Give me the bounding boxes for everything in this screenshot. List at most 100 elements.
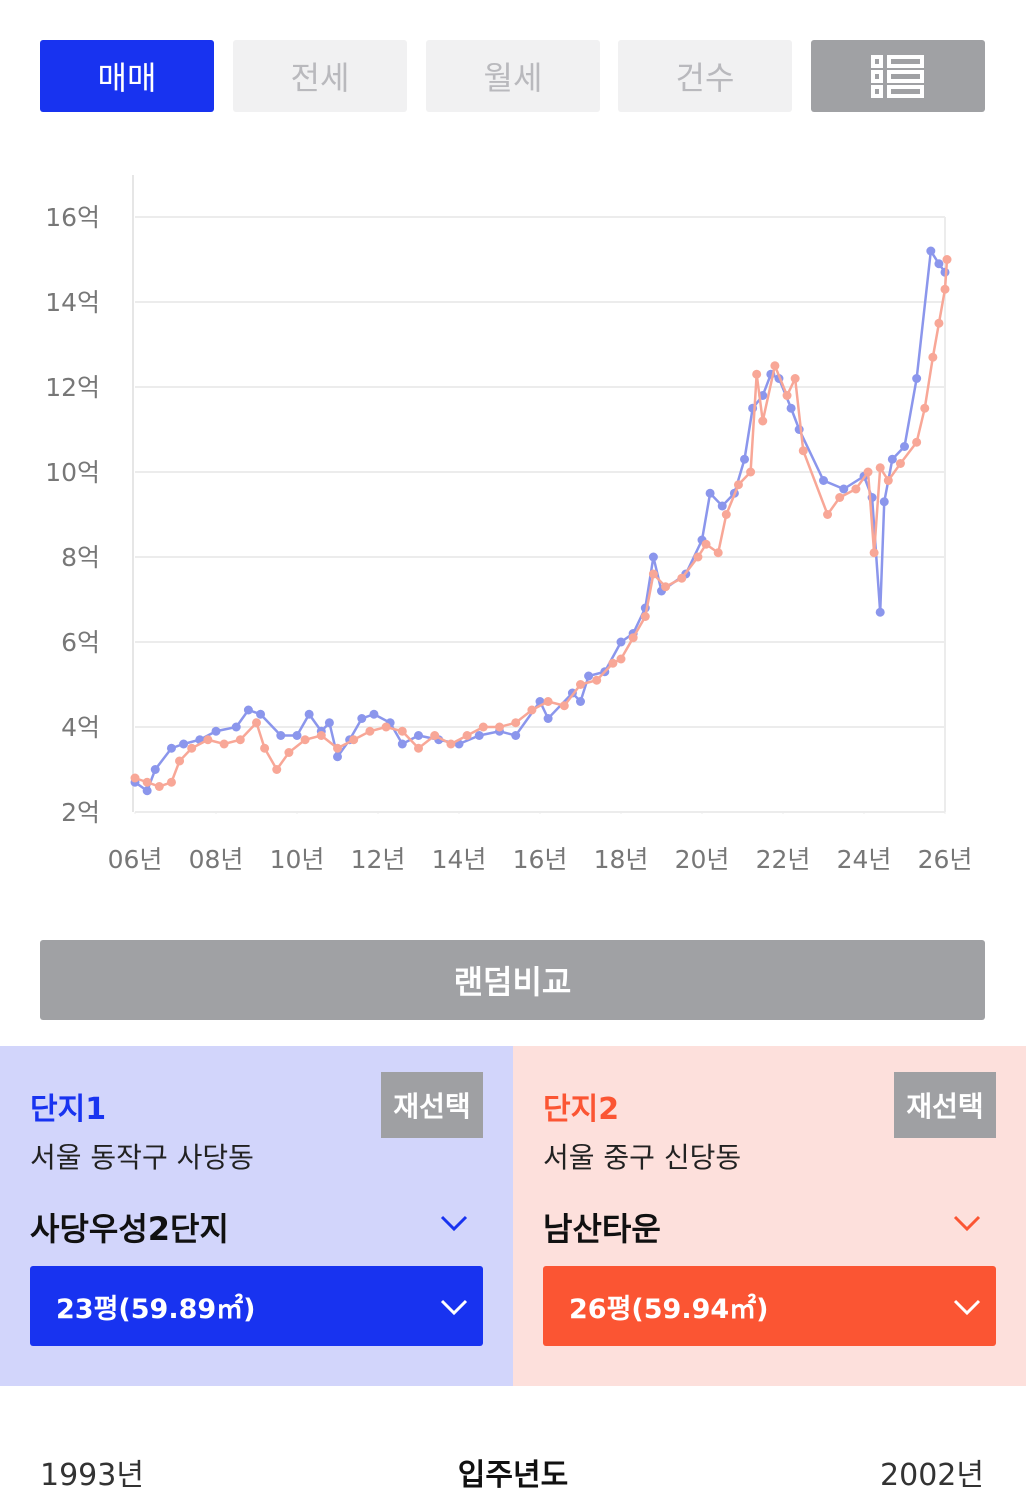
y-tick-label: 12억 (45, 373, 100, 402)
list-button[interactable] (811, 40, 985, 112)
data-point (495, 722, 504, 732)
data-point (648, 552, 658, 562)
data-point (179, 739, 189, 749)
data-point (381, 722, 391, 732)
size-select[interactable]: 26평(59.94㎡) (543, 1266, 996, 1346)
data-point (576, 697, 585, 706)
data-point (934, 259, 944, 269)
data-point (154, 782, 164, 791)
data-point (701, 539, 711, 549)
tab[interactable]: 월세 (426, 40, 600, 112)
x-tick-label: 10년 (270, 845, 325, 874)
tab[interactable]: 전세 (233, 40, 407, 112)
data-point (462, 731, 472, 740)
data-point (430, 731, 440, 740)
data-point (752, 369, 762, 379)
data-point (934, 318, 944, 328)
data-point (869, 548, 879, 558)
data-point (733, 480, 743, 490)
x-tick-label: 08년 (189, 845, 244, 874)
x-tick-label: 06년 (108, 845, 163, 874)
data-point (790, 374, 800, 383)
chevron (953, 1299, 981, 1316)
data-point (879, 497, 889, 507)
data-point (770, 361, 780, 371)
x-tick-label: 18년 (594, 845, 649, 874)
data-point (543, 697, 553, 706)
data-point (203, 735, 213, 745)
data-point (940, 284, 950, 294)
data-point (746, 467, 756, 477)
data-point (900, 442, 909, 451)
data-point (511, 731, 521, 740)
data-point (211, 726, 221, 736)
random-compare-button[interactable]: 랜덤비교 (40, 940, 985, 1020)
data-point (231, 722, 241, 732)
data-point (798, 446, 808, 456)
tab[interactable]: 매매 (40, 40, 214, 112)
data-point (235, 735, 245, 745)
data-point (928, 352, 938, 362)
data-point (365, 726, 375, 736)
data-point (648, 569, 658, 579)
data-point (175, 756, 185, 766)
data-point (887, 454, 897, 464)
data-point (863, 467, 873, 477)
data-point (920, 403, 930, 413)
data-point (292, 731, 302, 740)
data-point (369, 709, 379, 719)
data-point (304, 709, 314, 719)
compare-label: 입주년도 (457, 1458, 569, 1493)
data-point (333, 752, 342, 762)
data-point (357, 714, 367, 723)
data-point (839, 484, 849, 494)
compare-right: 2002년 (880, 1458, 984, 1493)
data-point (628, 633, 638, 643)
data-point (819, 476, 828, 485)
data-point (272, 765, 282, 774)
reselect-button[interactable]: 재선택 (894, 1072, 996, 1138)
reselect-button[interactable]: 재선택 (381, 1072, 483, 1138)
data-point (446, 739, 456, 749)
data-point (414, 743, 423, 753)
data-point (912, 437, 922, 447)
data-point (166, 777, 176, 787)
data-point (187, 743, 197, 753)
data-point (166, 743, 176, 753)
x-tick-label: 16년 (513, 845, 568, 874)
data-point (527, 705, 537, 715)
complex-name[interactable]: 사당우성2단지 (30, 1210, 229, 1248)
series (130, 255, 952, 791)
complex-label: 단지1 (30, 1092, 107, 1127)
size-select[interactable]: 23평(59.89㎡) (30, 1266, 483, 1346)
data-point (616, 654, 626, 664)
tab[interactable]: 건수 (618, 40, 792, 112)
series-line (134, 259, 949, 788)
data-point (397, 726, 407, 736)
data-point (256, 709, 266, 719)
data-point (782, 391, 792, 400)
compare-left: 1993년 (40, 1458, 144, 1493)
data-point (661, 582, 671, 592)
data-point (926, 246, 936, 256)
data-point (592, 675, 602, 685)
data-point (895, 459, 905, 468)
data-point (883, 476, 893, 485)
data-point (912, 374, 922, 383)
data-point (758, 416, 768, 426)
data-point (150, 765, 160, 774)
series (130, 246, 950, 796)
x-tick-label: 14년 (432, 845, 487, 874)
data-point (316, 731, 326, 740)
data-point (584, 671, 594, 681)
data-point (478, 722, 488, 732)
data-point (640, 612, 650, 621)
data-point (284, 748, 294, 757)
data-point (942, 255, 952, 264)
data-point (616, 637, 626, 647)
x-tick-label: 22년 (756, 845, 811, 874)
data-point (511, 718, 521, 728)
data-point (397, 739, 407, 749)
complex-name[interactable]: 남산타운 (543, 1210, 661, 1248)
data-point (851, 484, 861, 494)
